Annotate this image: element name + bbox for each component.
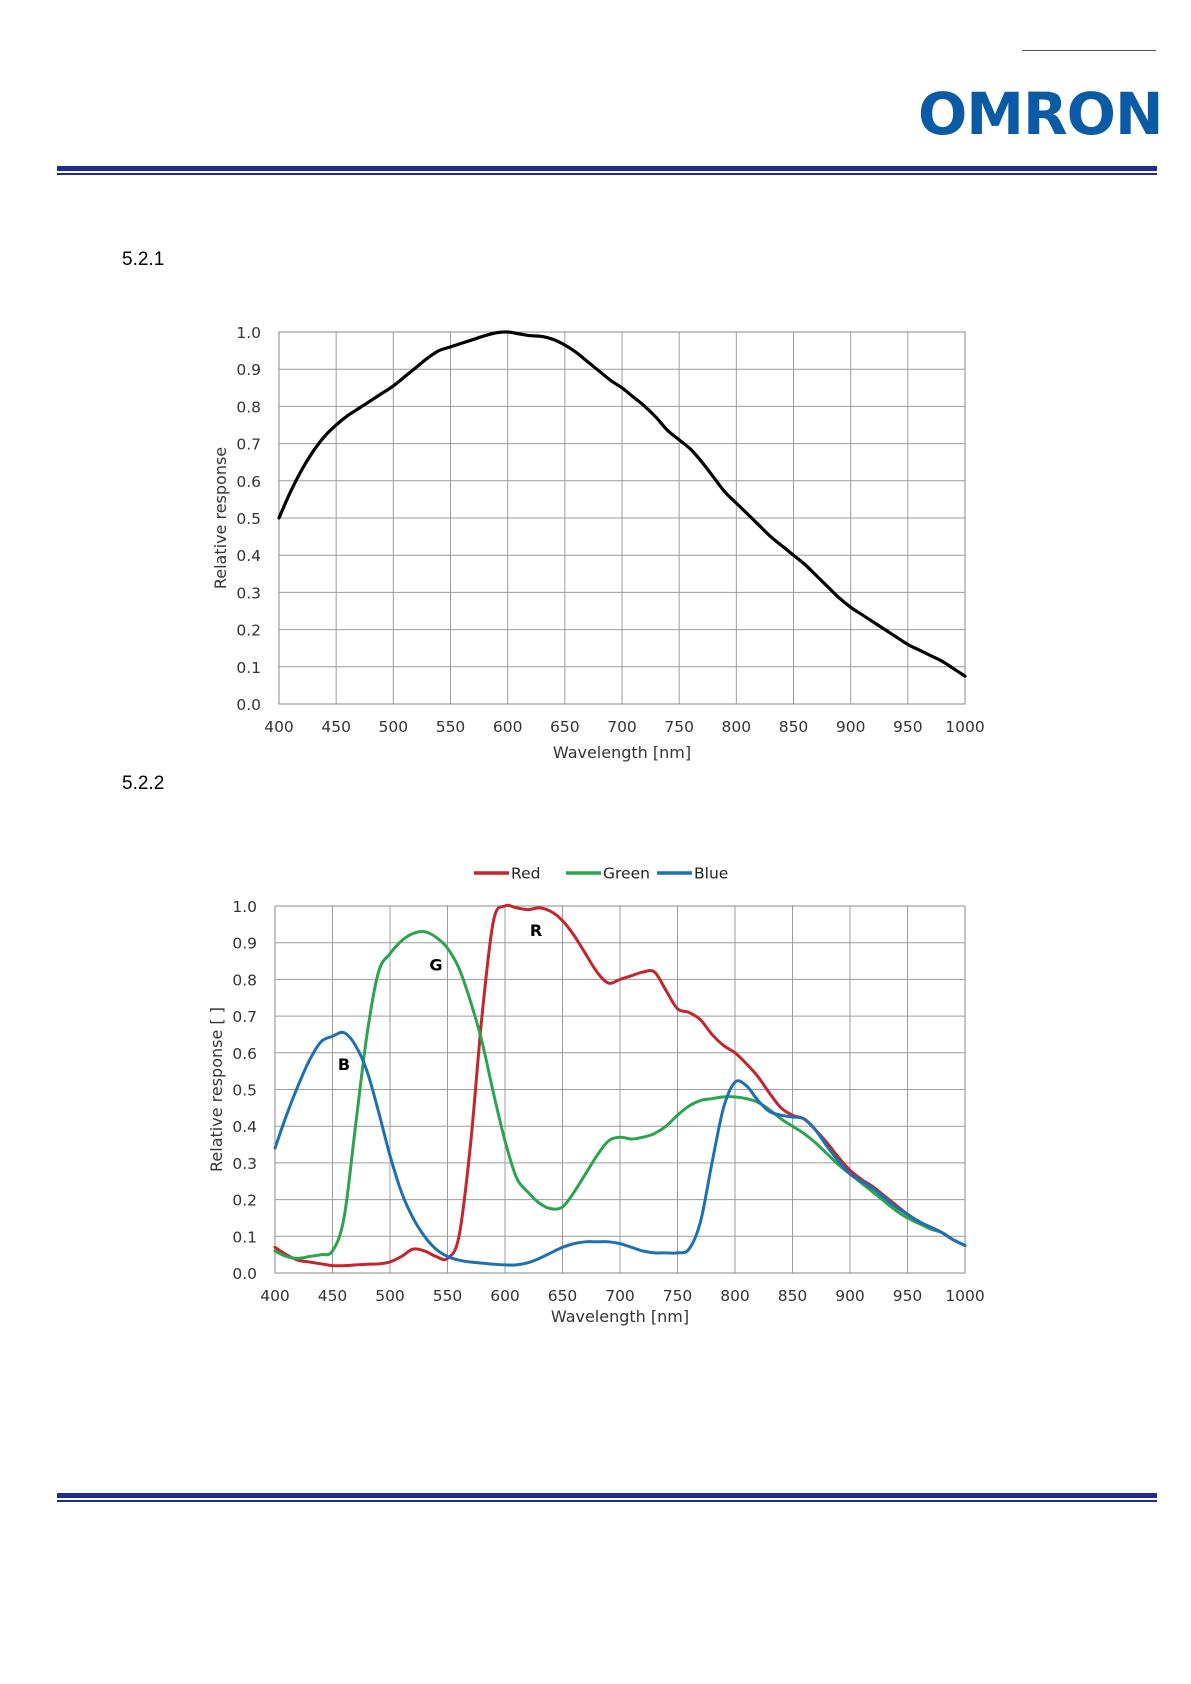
x-tick-label: 1000	[945, 1287, 984, 1305]
y-tick-label: 0.5	[232, 1082, 257, 1100]
section-number-2: 5.2.2	[122, 773, 165, 794]
y-tick-label: 0.9	[232, 935, 257, 953]
y-tick-label: 0.6	[232, 1045, 257, 1063]
y-tick-label: 0.5	[236, 510, 261, 528]
y-tick-label: 0.0	[236, 696, 261, 714]
x-tick-label: 700	[607, 718, 637, 736]
annotation-g: G	[429, 956, 442, 975]
x-tick-label: 450	[321, 718, 351, 736]
chart-1: 400 450 500 550 600 650 700 750 800 850 900 950 1000…	[211, 324, 985, 762]
x-tick-label: 400	[260, 1287, 290, 1305]
y-tick-label: 0.7	[232, 1008, 257, 1026]
y-axis-label: Relative response	[211, 447, 230, 589]
y-tick-label: 1.0	[232, 898, 257, 916]
x-tick-label: 950	[893, 1287, 923, 1305]
legend-label-red: Red	[511, 865, 540, 883]
x-tick-label: 950	[893, 718, 923, 736]
y-tick-label: 0.3	[236, 584, 261, 602]
x-tick-label: 750	[663, 1287, 693, 1305]
y-tick-label: 0.0	[232, 1265, 257, 1283]
x-axis-label: Wavelength [nm]	[553, 743, 691, 762]
y-tick-label: 0.2	[236, 622, 261, 640]
x-tick-label: 850	[779, 718, 809, 736]
x-tick-label: 650	[550, 718, 580, 736]
y-tick-label: 0.4	[236, 547, 261, 565]
x-tick-label: 1000	[945, 718, 984, 736]
x-tick-label: 600	[493, 718, 523, 736]
footer-divider	[57, 1493, 1157, 1502]
omron-logo: OMRON	[918, 84, 1164, 144]
x-axis-label: Wavelength [nm]	[551, 1307, 689, 1326]
y-tick-label: 1.0	[236, 324, 261, 342]
y-tick-label: 0.2	[232, 1192, 257, 1210]
x-tick-label: 400	[264, 718, 294, 736]
y-axis-label: Relative response [ ]	[207, 1007, 226, 1172]
y-tick-label: 0.9	[236, 361, 261, 379]
y-tick-label: 0.1	[232, 1228, 257, 1246]
annotation-b: B	[338, 1055, 350, 1074]
plot-area	[274, 905, 966, 1274]
y-tick-label: 0.7	[236, 436, 261, 454]
x-tick-label: 800	[720, 1287, 750, 1305]
x-tick-label: 750	[664, 718, 694, 736]
legend-label-green: Green	[603, 865, 650, 883]
series-line-blue	[273, 1030, 967, 1267]
y-tick-label: 0.1	[236, 659, 261, 677]
x-tick-label: 600	[490, 1287, 520, 1305]
x-tick-label: 900	[835, 1287, 865, 1305]
chart-2: 400 450 500 550 600 650 700 750 800 850 900 950 1000…	[207, 865, 985, 1327]
x-tick-label: 500	[375, 1287, 405, 1305]
y-tick-label: 0.6	[236, 473, 261, 491]
x-tick-label: 850	[778, 1287, 808, 1305]
x-tick-label: 700	[605, 1287, 635, 1305]
series-line-1	[277, 330, 967, 678]
x-tick-label: 450	[318, 1287, 348, 1305]
header-rule-short	[1022, 50, 1156, 51]
y-tick-label: 0.8	[236, 398, 261, 416]
y-tick-label: 0.3	[232, 1155, 257, 1173]
series-line-red	[273, 903, 967, 1268]
header-divider	[57, 166, 1157, 175]
x-tick-label: 800	[722, 718, 752, 736]
x-tick-label: 500	[379, 718, 409, 736]
x-tick-label: 550	[433, 1287, 463, 1305]
brand-wordmark: OMRON	[918, 80, 1164, 148]
y-tick-label: 0.8	[232, 971, 257, 989]
x-tick-label: 650	[548, 1287, 578, 1305]
x-tick-label: 550	[436, 718, 466, 736]
section-number-1: 5.2.1	[122, 249, 165, 270]
x-tick-label: 900	[836, 718, 866, 736]
annotation-r: R	[530, 921, 542, 940]
y-tick-label: 0.4	[232, 1118, 257, 1136]
legend: Red Green Blue	[474, 865, 728, 883]
legend-label-blue: Blue	[694, 865, 728, 883]
